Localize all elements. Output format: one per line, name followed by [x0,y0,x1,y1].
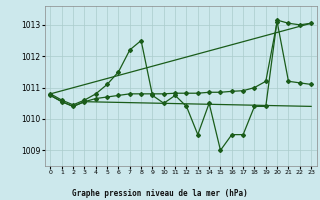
Text: Graphe pression niveau de la mer (hPa): Graphe pression niveau de la mer (hPa) [72,189,248,198]
